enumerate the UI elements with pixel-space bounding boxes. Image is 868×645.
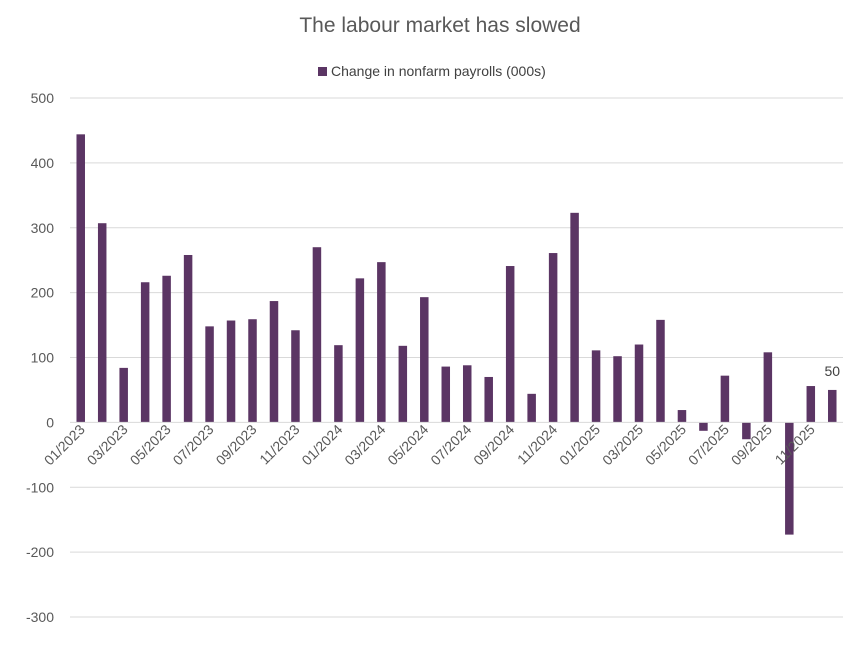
bar xyxy=(806,386,816,423)
legend-swatch xyxy=(318,67,327,76)
bar xyxy=(591,350,601,423)
bar xyxy=(828,389,837,423)
x-tick-label: 09/2025 xyxy=(728,421,775,468)
bar xyxy=(269,301,279,423)
y-tick-label: 100 xyxy=(31,350,55,366)
bar xyxy=(76,134,85,423)
x-tick-label: 05/2025 xyxy=(642,421,689,468)
legend-label: Change in nonfarm payrolls (000s) xyxy=(331,63,546,79)
bar xyxy=(248,319,257,423)
bar xyxy=(570,212,579,423)
gridlines xyxy=(70,97,843,618)
bar xyxy=(699,422,708,431)
bar xyxy=(785,422,794,535)
bar xyxy=(634,344,644,423)
bar xyxy=(355,278,365,423)
bar xyxy=(420,297,429,423)
bar xyxy=(441,366,451,423)
y-tick-label: 400 xyxy=(31,155,55,171)
bar xyxy=(377,262,386,423)
bar xyxy=(527,393,536,423)
bar xyxy=(226,320,236,423)
x-tick-label: 05/2024 xyxy=(384,421,431,468)
y-tick-label: 200 xyxy=(31,285,55,301)
bar xyxy=(462,365,472,423)
x-tick-label: 01/2024 xyxy=(298,421,345,468)
bar xyxy=(677,410,687,423)
chart-title: The labour market has slowed xyxy=(299,14,581,37)
bar xyxy=(484,376,493,423)
y-tick-label: -200 xyxy=(26,544,54,560)
y-tick-label: -300 xyxy=(26,609,54,625)
x-tick-label: 01/2025 xyxy=(556,421,603,468)
y-tick-label: 0 xyxy=(46,414,54,430)
x-tick-label: 09/2024 xyxy=(470,421,517,468)
bar xyxy=(183,254,193,423)
x-tick-label: 03/2024 xyxy=(341,421,388,468)
y-tick-label: 300 xyxy=(31,220,55,236)
x-tick-label: 03/2025 xyxy=(599,421,646,468)
bar xyxy=(763,352,773,423)
x-tick-label: 07/2023 xyxy=(170,421,217,468)
x-tick-label: 11/2023 xyxy=(256,421,303,468)
bar xyxy=(398,345,408,423)
x-tick-label: 09/2023 xyxy=(213,421,260,468)
x-tick-label: 11/2024 xyxy=(514,421,561,468)
x-tick-label: 07/2024 xyxy=(427,421,474,468)
bar xyxy=(97,223,107,423)
bar xyxy=(140,282,150,423)
x-tick-label: 07/2025 xyxy=(685,421,732,468)
data-labels: 50 xyxy=(824,363,840,379)
bar xyxy=(742,422,751,440)
bar xyxy=(119,367,128,423)
bar xyxy=(291,330,300,423)
data-label: 50 xyxy=(824,363,840,379)
bar xyxy=(312,247,322,423)
legend: Change in nonfarm payrolls (000s) xyxy=(318,63,546,79)
y-axis-ticks: 500 400 300 200 100 0 -100 -200 -300 xyxy=(26,90,54,625)
y-tick-label: 500 xyxy=(31,90,55,106)
y-tick-label: -100 xyxy=(26,479,54,495)
bar xyxy=(720,375,730,423)
bar xyxy=(505,266,515,423)
x-tick-label: 03/2023 xyxy=(84,421,131,468)
x-tick-label: 05/2023 xyxy=(127,421,174,468)
bars xyxy=(76,134,837,535)
bar xyxy=(205,326,214,423)
bar xyxy=(162,275,171,423)
bar xyxy=(548,253,558,423)
bar xyxy=(656,319,665,423)
bar xyxy=(613,356,622,423)
x-tick-label: 11/2025 xyxy=(772,421,819,468)
bar xyxy=(334,345,343,423)
